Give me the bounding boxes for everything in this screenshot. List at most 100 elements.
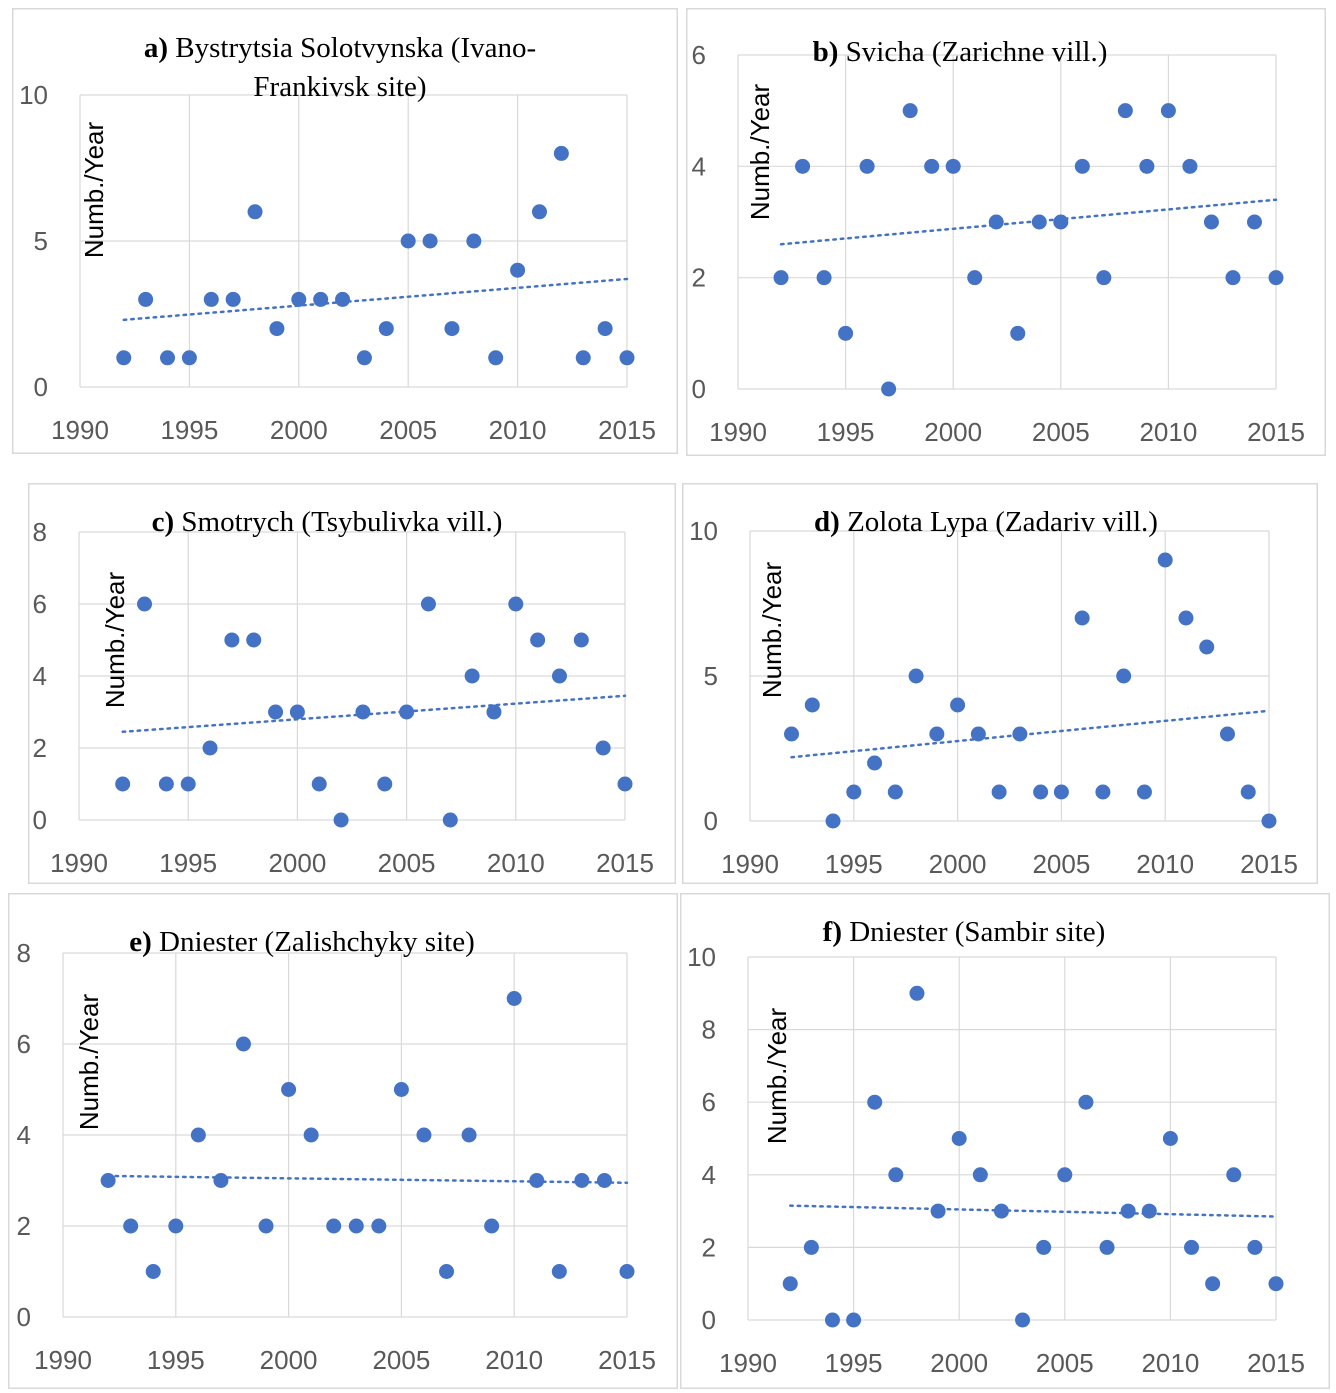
data-point bbox=[597, 321, 613, 337]
data-point bbox=[420, 596, 436, 612]
data-point bbox=[1226, 1167, 1242, 1183]
chart-svg: 0 2 4 6 8 10 1990 1995 2000 2005 2010 2015 Numb./Yea… bbox=[680, 893, 1330, 1389]
y-tick-label: 4 bbox=[33, 661, 47, 691]
chart-panel-d: 0 5 10 1990 1995 2000 2005 2010 2015 Numb./Year d)… bbox=[682, 483, 1318, 884]
chart-panel-e: 0 2 4 6 8 1990 1995 2000 2005 2010 2015 Numb./Year e… bbox=[8, 893, 678, 1389]
data-point bbox=[1160, 103, 1176, 119]
chart-frame bbox=[680, 893, 1330, 1389]
y-tick-label: 6 bbox=[702, 1087, 716, 1117]
x-tick-label: 2015 bbox=[1247, 417, 1305, 447]
data-point bbox=[824, 1312, 840, 1328]
data-point bbox=[168, 1218, 184, 1234]
data-point bbox=[399, 704, 415, 720]
data-point bbox=[400, 233, 416, 249]
chart-frame bbox=[12, 8, 678, 454]
data-point bbox=[1261, 813, 1277, 829]
data-point bbox=[1031, 214, 1047, 230]
chart-title: a) Bystrytsia Solotvynska (Ivano- bbox=[144, 32, 536, 64]
data-point bbox=[160, 350, 176, 366]
data-point bbox=[881, 381, 897, 397]
data-point bbox=[838, 325, 854, 341]
data-point bbox=[551, 668, 567, 684]
title-text: Dniester (Sambir site) bbox=[849, 916, 1105, 948]
data-point bbox=[378, 321, 394, 337]
trend-line bbox=[788, 1204, 1278, 1218]
y-tick-label: 0 bbox=[704, 806, 718, 836]
data-point bbox=[371, 1218, 387, 1234]
data-point bbox=[804, 697, 820, 713]
data-point bbox=[100, 1173, 116, 1188]
data-point bbox=[289, 704, 305, 720]
y-tick-label: 8 bbox=[33, 517, 47, 547]
trend-line bbox=[790, 709, 1271, 759]
data-point bbox=[1182, 158, 1198, 174]
chart-svg: 0 2 4 6 1990 1995 2000 2005 2010 2015 Numb./Year b)… bbox=[686, 8, 1326, 456]
data-point bbox=[825, 813, 841, 829]
trend-line bbox=[779, 198, 1278, 246]
data-point bbox=[1036, 1239, 1052, 1255]
data-point bbox=[867, 755, 883, 771]
panel-label: c) bbox=[152, 506, 182, 538]
x-tick-label: 2005 bbox=[378, 848, 436, 878]
y-tick-label: 0 bbox=[34, 372, 48, 402]
data-point bbox=[1012, 726, 1028, 742]
y-tick-label: 2 bbox=[692, 263, 706, 293]
data-point bbox=[795, 158, 811, 174]
data-point bbox=[951, 1131, 967, 1146]
data-point bbox=[991, 784, 1007, 800]
data-point bbox=[303, 1127, 319, 1143]
x-tick-label: 2000 bbox=[268, 848, 326, 878]
data-point bbox=[1268, 270, 1284, 286]
data-point bbox=[510, 262, 526, 278]
data-point bbox=[202, 740, 218, 756]
data-point bbox=[123, 1218, 139, 1234]
x-tick-label: 2015 bbox=[596, 848, 654, 878]
data-point bbox=[145, 1264, 161, 1279]
chart-svg: 0 5 10 1990 1995 2000 2005 2010 2015 Numb./Year a)… bbox=[12, 8, 678, 454]
y-tick-label: 5 bbox=[704, 661, 718, 691]
data-point bbox=[530, 632, 546, 648]
data-point bbox=[1246, 214, 1262, 230]
data-point bbox=[116, 350, 132, 366]
chart-svg: 0 2 4 6 8 1990 1995 2000 2005 2010 2015 Numb./Year e… bbox=[8, 893, 678, 1389]
x-tick-label: 1990 bbox=[709, 417, 767, 447]
data-point bbox=[203, 291, 219, 307]
y-tick-label: 4 bbox=[17, 1120, 31, 1150]
data-point bbox=[619, 1264, 635, 1279]
y-tick-label: 0 bbox=[702, 1305, 716, 1335]
data-point bbox=[461, 1127, 477, 1143]
data-point bbox=[348, 1218, 364, 1234]
y-tick-label: 10 bbox=[689, 516, 718, 546]
x-tick-label: 2005 bbox=[379, 415, 437, 445]
data-point bbox=[1184, 1239, 1200, 1255]
data-point bbox=[442, 812, 458, 828]
data-point bbox=[1205, 1276, 1221, 1292]
panel-label: d) bbox=[814, 506, 847, 538]
data-point bbox=[190, 1127, 206, 1143]
data-point bbox=[355, 704, 371, 720]
y-tick-label: 6 bbox=[17, 1029, 31, 1059]
data-point bbox=[1116, 668, 1132, 684]
y-tick-label: 10 bbox=[687, 942, 716, 972]
panel-label: e) bbox=[129, 926, 159, 958]
data-point bbox=[1225, 270, 1241, 286]
data-point bbox=[1057, 1167, 1073, 1183]
data-point bbox=[553, 145, 569, 161]
data-point bbox=[444, 321, 460, 337]
data-point bbox=[945, 158, 961, 174]
data-point bbox=[213, 1173, 229, 1188]
x-tick-label: 2000 bbox=[930, 1348, 988, 1378]
x-tick-label: 2000 bbox=[260, 1345, 318, 1375]
panel-label: f) bbox=[823, 916, 850, 948]
data-point bbox=[595, 740, 611, 756]
data-point bbox=[246, 632, 262, 648]
y-tick-label: 5 bbox=[34, 226, 48, 256]
data-point bbox=[311, 776, 327, 792]
data-point bbox=[488, 350, 504, 366]
data-point bbox=[137, 596, 153, 612]
y-axis-label: Numb./Year bbox=[79, 121, 109, 258]
data-point bbox=[1247, 1239, 1263, 1255]
x-tick-label: 2000 bbox=[929, 849, 987, 879]
data-point bbox=[1162, 1131, 1178, 1146]
x-tick-label: 2005 bbox=[1032, 417, 1090, 447]
